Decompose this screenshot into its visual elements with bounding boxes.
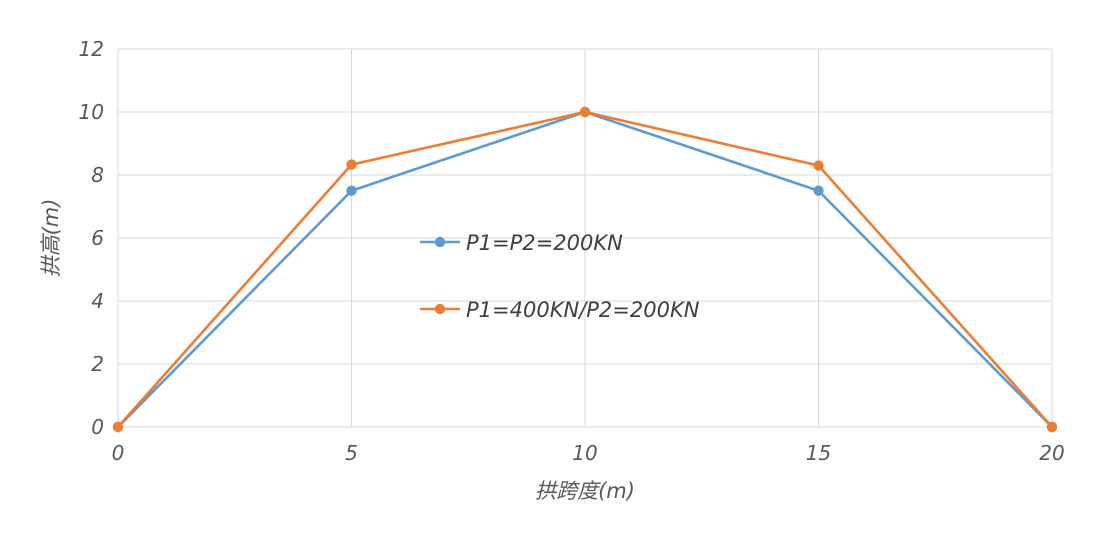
y-tick-label: 4 <box>91 289 104 313</box>
y-tick-label: 2 <box>91 352 104 376</box>
legend-marker <box>434 236 446 248</box>
legend-marker <box>434 303 446 315</box>
data-point <box>346 185 357 196</box>
legend-item-2: P1=400KN/P2=200KN <box>420 298 700 322</box>
y-tick-label: 8 <box>91 163 104 187</box>
y-tick-label: 10 <box>79 100 104 124</box>
x-tick-label: 15 <box>806 441 831 465</box>
legend: P1=P2=200KN P1=400KN/P2=200KN <box>420 231 700 322</box>
x-tick-label: 20 <box>1039 441 1064 465</box>
y-tick-label: 0 <box>91 415 104 439</box>
data-point <box>813 160 824 171</box>
x-axis-label: 拱跨度(m) <box>535 479 635 503</box>
y-tick-label: 12 <box>79 37 104 61</box>
x-tick-label: 10 <box>572 441 597 465</box>
series-2 <box>112 106 1058 433</box>
data-point <box>813 185 824 196</box>
data-point <box>112 421 124 433</box>
x-tick-label: 5 <box>345 441 358 465</box>
y-tick-label: 6 <box>91 226 104 250</box>
y-axis-ticks: 0 2 4 6 8 10 12 <box>79 37 104 439</box>
legend-label: P1=P2=200KN <box>466 231 623 255</box>
data-point <box>1046 421 1058 433</box>
y-axis-label: 拱高(m) <box>39 199 63 278</box>
data-point <box>346 159 357 170</box>
legend-item-1: P1=P2=200KN <box>420 231 623 255</box>
legend-label: P1=400KN/P2=200KN <box>466 298 700 322</box>
data-point <box>579 106 591 118</box>
series-layer <box>112 106 1058 433</box>
x-axis-ticks: 0 5 10 15 20 <box>112 441 1065 465</box>
x-tick-label: 0 <box>112 441 125 465</box>
